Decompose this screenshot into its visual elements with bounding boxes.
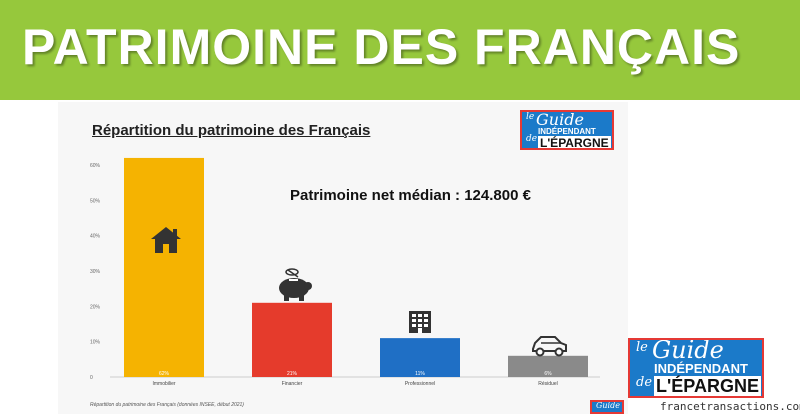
y-tick-label: 40% — [90, 234, 101, 240]
guide-epargne-logo-tiny: Guide — [590, 400, 624, 414]
logo-le: le — [636, 340, 648, 355]
y-tick-label: 30% — [90, 269, 101, 275]
y-tick-label: 0 — [90, 375, 93, 381]
y-tick-label: 20% — [90, 304, 101, 310]
page-title: PATRIMOINE DES FRANÇAIS — [22, 19, 741, 75]
header-banner: PATRIMOINE DES FRANÇAIS — [0, 0, 800, 100]
footer-site-url[interactable]: francetransactions.com — [660, 400, 800, 413]
median-wealth-annotation: Patrimoine net médian : 124.800 € — [290, 187, 531, 204]
y-tick-label: 10% — [90, 340, 101, 346]
source-note: Répartition du patrimoine des Français (… — [90, 402, 244, 408]
logo-de: de — [636, 375, 653, 390]
logo-le: le — [526, 112, 535, 122]
guide-epargne-logo-small: le Guide INDÉPENDANT de L'ÉPARGNE — [520, 110, 614, 150]
house-icon — [151, 227, 181, 253]
bar-value-label: 62% — [159, 371, 170, 377]
building-icon — [409, 311, 431, 333]
category-label: Financier — [282, 381, 303, 387]
car-icon — [532, 336, 567, 357]
bar-financier — [252, 302, 332, 377]
bar-résiduel — [508, 355, 588, 377]
bar-value-label: 6% — [544, 371, 552, 377]
logo-independant: INDÉPENDANT — [538, 127, 596, 136]
logo-tiny-guide: Guide — [596, 401, 620, 410]
category-label: Professionnel — [405, 381, 435, 387]
guide-epargne-logo-large: le Guide INDÉPENDANT de L'ÉPARGNE — [628, 338, 764, 398]
category-label: Résiduel — [538, 381, 557, 387]
logo-guide: Guide — [652, 338, 724, 364]
logo-epargne: L'ÉPARGNE — [654, 376, 761, 396]
piggy-bank-icon — [279, 268, 312, 301]
y-tick-label: 60% — [90, 163, 101, 169]
bar-value-label: 21% — [287, 371, 298, 377]
logo-guide: Guide — [536, 110, 584, 129]
chart-title: Répartition du patrimoine des Français — [92, 122, 371, 139]
category-label: Immobilier — [152, 381, 175, 387]
bar-professionnel — [380, 338, 460, 377]
logo-de: de — [526, 134, 538, 144]
bar-value-label: 11% — [415, 371, 425, 377]
logo-independant: INDÉPENDANT — [654, 361, 748, 376]
logo-epargne: L'ÉPARGNE — [538, 136, 611, 150]
y-tick-label: 50% — [90, 198, 101, 204]
bar-immobilier — [124, 157, 204, 377]
